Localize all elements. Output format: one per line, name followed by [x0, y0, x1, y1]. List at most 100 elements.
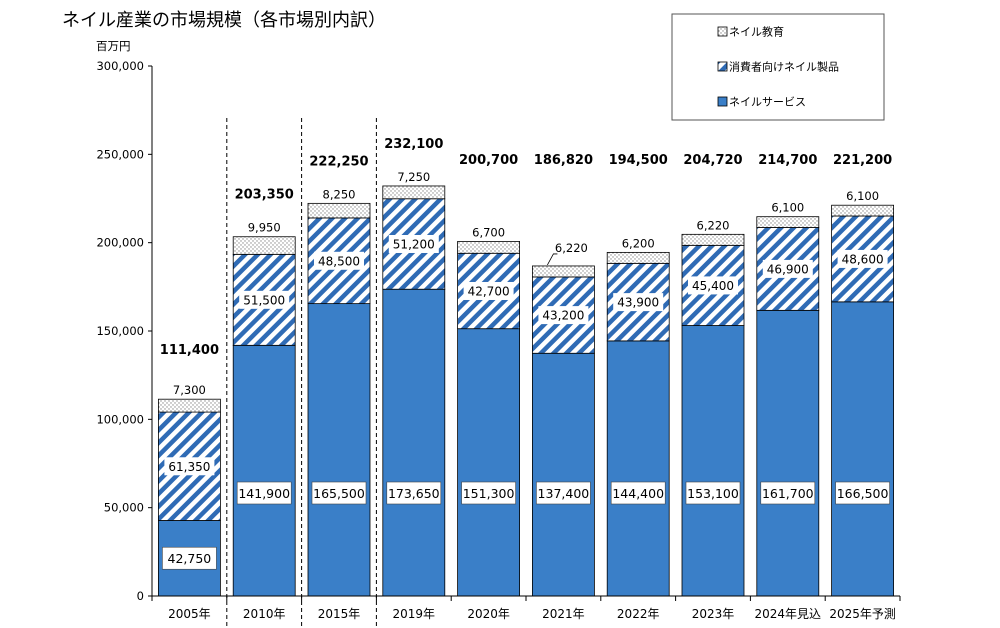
value-label-box-service: [835, 481, 890, 505]
value-label-box-service: [162, 546, 217, 570]
value-label-products: 43,200: [542, 309, 584, 323]
y-tick-label: 50,000: [104, 501, 144, 515]
legend-swatch-education: [717, 26, 728, 37]
value-label-education: 7,250: [397, 170, 430, 184]
bar-segment-service: [457, 328, 521, 597]
legend-frame: [671, 13, 885, 121]
value-label-service: 165,500: [313, 486, 365, 501]
value-label-education: 9,950: [248, 221, 281, 235]
value-label-box-service: [536, 481, 591, 505]
value-label-education: 8,250: [323, 187, 356, 201]
value-label-products: 43,900: [617, 296, 659, 310]
value-label-products: 42,700: [468, 284, 510, 298]
x-tick-label: 2022年: [617, 607, 660, 621]
value-label-box-products: [388, 234, 439, 253]
value-label-education: 6,700: [472, 225, 505, 239]
y-tick-label: 300,000: [96, 59, 144, 73]
value-label-education: 7,300: [173, 383, 206, 397]
x-tick-label: 2015年: [318, 607, 361, 621]
value-label-education: 6,100: [846, 189, 879, 203]
bars-layer: 42,750 61,350 7,300 111,400 141,900 51,500 9,9…: [157, 137, 894, 597]
value-label-products: 48,500: [318, 254, 360, 268]
y-axis: 0 50,000 100,000 150,000 200,000 250,000 300,0…: [96, 59, 153, 603]
bar-segment-education: [232, 236, 296, 255]
value-label-box-service: [685, 481, 741, 505]
bar-segment-service: [532, 352, 595, 597]
value-label-products: 45,400: [692, 279, 734, 293]
value-label-service: 166,500: [837, 486, 889, 501]
x-tick-label: 2025年予測: [829, 607, 896, 621]
legend-swatch-products: [717, 61, 728, 72]
bar-segment-education: [831, 204, 894, 217]
value-label-service: 42,750: [168, 551, 212, 566]
value-label-service: 144,400: [612, 486, 664, 501]
x-axis: 2005年 2010年 2015年 2019年 2020年 2021年 2022年 2023年…: [151, 118, 901, 628]
y-tick-label: 100,000: [96, 412, 144, 426]
value-label-education: 6,200: [622, 236, 655, 250]
total-label: 214,700: [758, 153, 817, 168]
y-tick-label: 250,000: [96, 147, 144, 161]
total-label: 194,500: [609, 153, 668, 168]
value-label-box-products: [314, 251, 364, 270]
y-tick-label: 200,000: [96, 236, 144, 250]
value-label-products: 61,350: [168, 460, 210, 474]
total-label: 203,350: [235, 188, 294, 203]
bar-segment-service: [382, 288, 446, 597]
legend-label-service: ネイルサービス: [729, 96, 806, 109]
x-tick-label: 2020年: [467, 607, 510, 621]
bar-segment-education: [307, 202, 371, 219]
bar-segment-education: [681, 233, 745, 246]
value-label-box-service: [461, 481, 516, 505]
value-label-education: 6,220: [697, 218, 730, 232]
value-label-products: 48,600: [842, 252, 884, 266]
bar-segment-service: [606, 340, 670, 597]
value-label-products: 51,200: [393, 237, 435, 251]
total-label: 200,700: [459, 153, 518, 168]
y-tick-label: 0: [137, 589, 144, 603]
value-label-box-service: [760, 481, 816, 505]
x-tick-label: 2024年見込: [755, 607, 822, 621]
value-label-service: 153,100: [687, 486, 739, 501]
total-label: 232,100: [384, 137, 443, 152]
total-label: 222,250: [309, 154, 368, 169]
value-label-box-products: [688, 276, 738, 295]
value-label-service: 161,700: [762, 486, 814, 501]
legend: ネイル教育 消費者向けネイル製品 ネイルサービス: [671, 13, 885, 121]
value-label-products: 46,900: [767, 262, 809, 276]
value-label-box-service: [610, 481, 666, 505]
value-label-service: 151,300: [463, 486, 515, 501]
bar-segment-service: [232, 344, 296, 597]
bar-segment-education: [606, 251, 670, 264]
y-axis-unit-label: 百万円: [96, 39, 131, 53]
bar-segment-education: [756, 216, 820, 228]
value-label-box-products: [837, 249, 888, 268]
total-label: 221,200: [833, 153, 892, 168]
value-label-products: 51,500: [243, 293, 285, 307]
x-tick-label: 2021年: [542, 607, 585, 621]
value-label-leader-line: [547, 253, 558, 266]
value-label-box-products: [463, 281, 514, 300]
bar-segment-service: [756, 309, 820, 597]
value-label-service: 141,900: [238, 486, 290, 501]
bar-segment-service: [681, 325, 745, 597]
value-label-box-service: [386, 481, 442, 505]
total-label: 111,400: [160, 343, 219, 358]
bar-segment-education: [382, 185, 446, 200]
legend-label-products: 消費者向けネイル製品: [729, 60, 839, 74]
value-label-service: 173,650: [388, 486, 440, 501]
bar-segment-education: [157, 398, 221, 413]
value-label-education: 6,100: [771, 201, 804, 215]
bar-segment-service: [307, 303, 371, 597]
y-tick-label: 150,000: [96, 324, 144, 338]
value-label-box-products: [164, 457, 215, 476]
total-label: 186,820: [534, 153, 593, 168]
bar-segment-service: [831, 301, 894, 597]
value-label-box-products: [538, 306, 589, 325]
value-label-box-products: [762, 259, 813, 278]
bar-segment-education: [457, 241, 521, 254]
total-label: 204,720: [683, 153, 742, 168]
value-label-box-service: [236, 481, 292, 505]
x-tick-label: 2005年: [168, 607, 211, 621]
value-label-box-service: [311, 481, 367, 505]
